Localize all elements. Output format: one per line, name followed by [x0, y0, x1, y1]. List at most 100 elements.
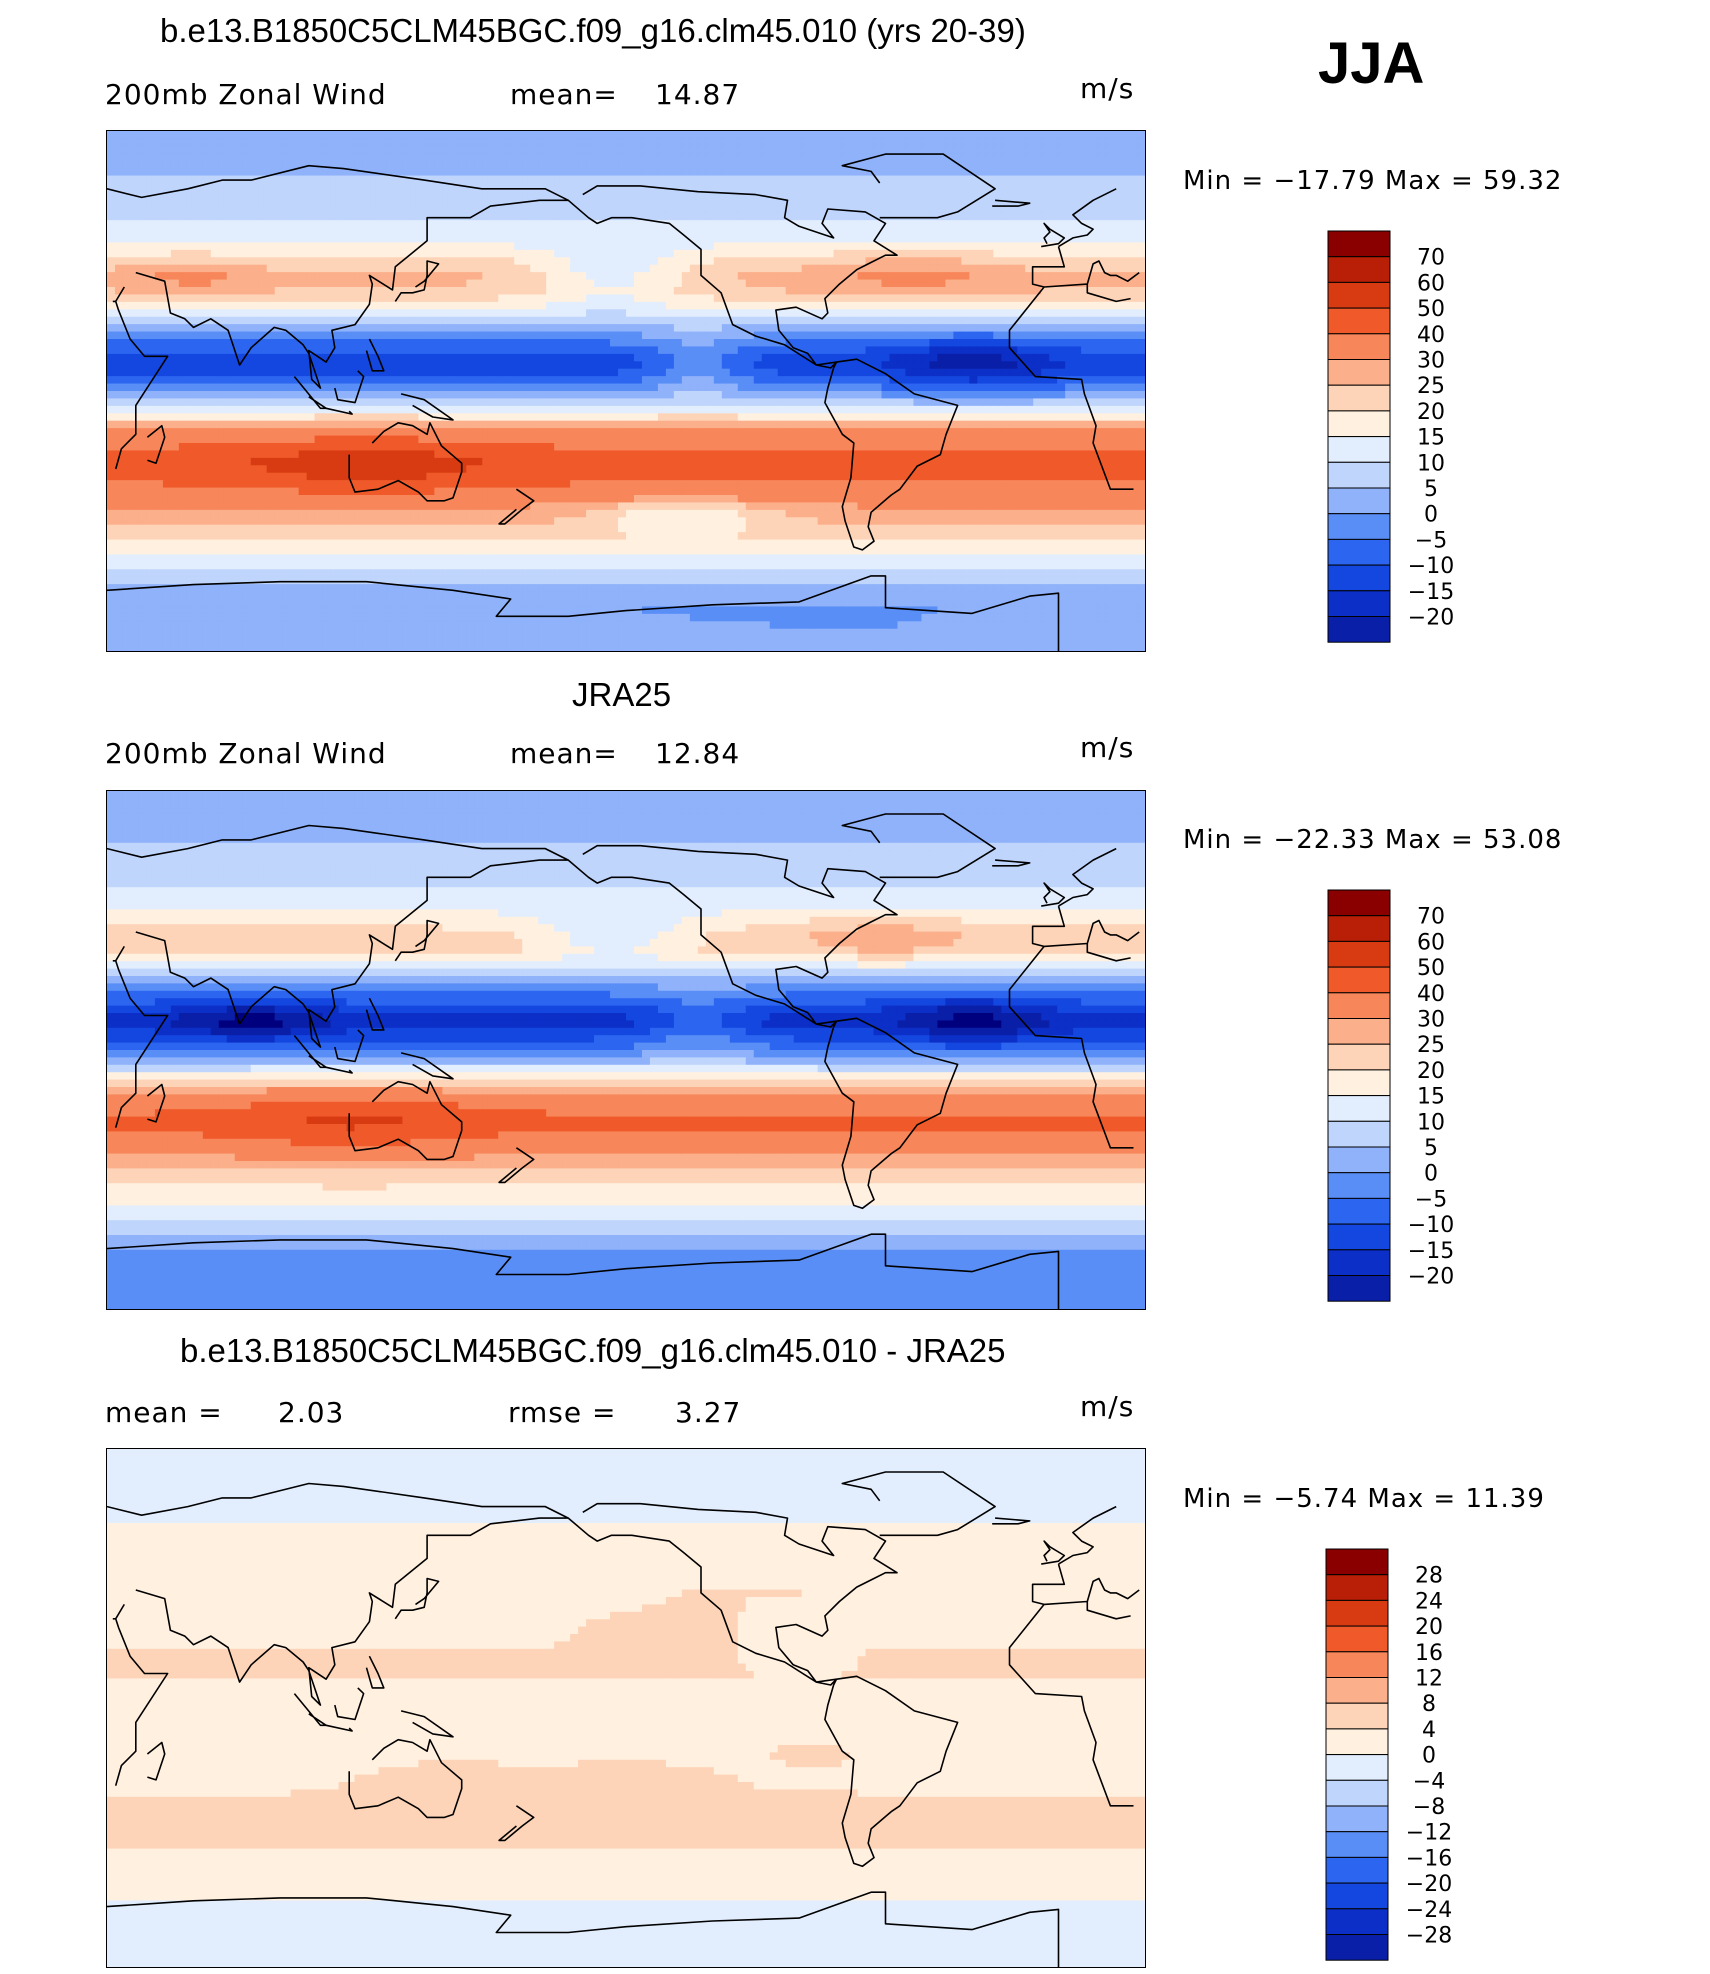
field-cell	[1073, 309, 1082, 318]
field-cell	[370, 398, 380, 407]
field-cell	[745, 168, 755, 177]
field-cell	[122, 353, 132, 362]
field-cell	[330, 242, 340, 251]
field-cell	[1113, 242, 1122, 251]
field-cell	[538, 153, 547, 162]
field-cell	[578, 183, 587, 192]
field-cell	[506, 272, 515, 281]
field-cell	[226, 264, 236, 273]
field-cell	[945, 309, 954, 318]
field-cell	[1129, 294, 1138, 303]
field-cell	[394, 153, 404, 162]
field-cell	[1041, 205, 1050, 214]
field-cell	[474, 264, 483, 273]
field-cell	[1049, 197, 1058, 206]
field-cell	[458, 168, 467, 177]
field-cell	[641, 287, 651, 296]
field-cell	[841, 145, 851, 154]
field-cell	[881, 331, 891, 340]
field-cell	[107, 368, 116, 377]
field-cell	[1001, 324, 1010, 333]
field-cell	[330, 301, 340, 310]
field-cell	[626, 346, 635, 355]
field-cell	[146, 153, 156, 162]
field-cell	[929, 183, 938, 192]
field-cell	[210, 138, 220, 147]
field-cell	[665, 153, 675, 162]
field-cell	[1025, 220, 1034, 229]
field-cell	[450, 391, 459, 400]
field-cell	[633, 376, 643, 385]
field-cell	[154, 212, 164, 221]
field-cell	[1065, 294, 1074, 303]
field-cell	[1129, 235, 1138, 244]
field-cell	[849, 294, 859, 303]
field-cell	[1097, 398, 1106, 407]
field-cell	[1009, 331, 1018, 340]
field-cell	[466, 368, 475, 377]
field-cell	[378, 316, 388, 325]
field-cell	[490, 361, 499, 370]
field-cell	[538, 331, 547, 340]
field-cell	[865, 212, 875, 221]
field-cell	[107, 264, 116, 273]
field-cell	[721, 376, 731, 385]
field-cell	[1137, 324, 1145, 333]
field-cell	[186, 368, 196, 377]
field-cell	[921, 383, 931, 392]
field-cell	[729, 287, 739, 296]
field-cell	[1049, 368, 1058, 377]
field-cell	[107, 138, 116, 147]
field-cell	[1025, 168, 1034, 177]
field-cell	[322, 294, 332, 303]
field-cell	[1129, 368, 1138, 377]
field-cell	[689, 264, 699, 273]
field-cell	[801, 168, 811, 177]
field-cell	[697, 405, 707, 414]
field-cell	[777, 316, 787, 325]
field-cell	[681, 264, 691, 273]
field-cell	[570, 168, 579, 177]
field-cell	[618, 249, 627, 258]
field-cell	[514, 145, 523, 154]
field-cell	[825, 272, 835, 281]
field-cell	[154, 227, 164, 236]
field-cell	[889, 339, 899, 348]
field-cell	[849, 242, 859, 251]
field-cell	[1041, 212, 1050, 221]
field-cell	[841, 316, 851, 325]
field-cell	[107, 294, 116, 303]
field-cell	[1121, 398, 1130, 407]
field-cell	[897, 257, 907, 266]
field-cell	[713, 353, 723, 362]
field-cell	[665, 190, 675, 199]
field-cell	[107, 131, 116, 140]
field-cell	[761, 227, 771, 236]
field-cell	[290, 220, 300, 229]
field-cell	[1121, 197, 1130, 206]
field-cell	[122, 220, 132, 229]
field-cell	[969, 160, 978, 169]
field-cell	[665, 145, 675, 154]
field-cell	[554, 301, 563, 310]
field-cell	[833, 257, 843, 266]
field-cell	[626, 368, 635, 377]
field-cell	[242, 339, 252, 348]
field-cell	[745, 153, 755, 162]
field-cell	[785, 264, 795, 273]
field-cell	[969, 294, 978, 303]
field-cell	[618, 131, 627, 140]
field-cell	[777, 391, 787, 400]
field-cell	[1049, 190, 1058, 199]
field-cell	[226, 287, 236, 296]
field-cell	[817, 391, 827, 400]
field-cell	[1041, 264, 1050, 273]
field-cell	[665, 376, 675, 385]
field-cell	[442, 279, 451, 288]
field-cell	[538, 168, 547, 177]
field-cell	[1105, 242, 1114, 251]
field-cell	[737, 197, 747, 206]
season-label: JJA	[1318, 30, 1424, 97]
field-cell	[138, 316, 148, 325]
field-cell	[737, 264, 747, 273]
